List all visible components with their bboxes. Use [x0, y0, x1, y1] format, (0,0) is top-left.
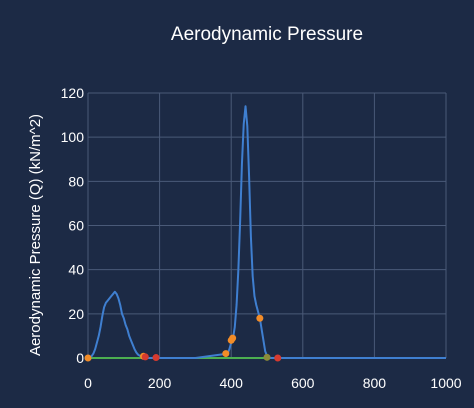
event-marker: [263, 353, 271, 361]
chart-title: Aerodynamic Pressure: [171, 24, 363, 45]
y-tick-label: 0: [76, 350, 84, 366]
y-axis-label: Aerodynamic Pressure (Q) (kN/m^2): [27, 114, 44, 356]
series-markers: [84, 314, 282, 362]
x-tick-label: 400: [220, 375, 244, 391]
y-tick-label: 100: [61, 129, 85, 145]
event-marker: [152, 354, 160, 362]
event-marker: [229, 334, 237, 342]
event-marker: [256, 314, 264, 322]
tick-labels: 0 20 40 60 80 100 120 0 200 400 600 800 1000: [61, 85, 462, 391]
x-tick-label: 0: [84, 375, 92, 391]
y-tick-label: 120: [61, 85, 85, 101]
x-tick-label: 600: [291, 375, 315, 391]
y-tick-label: 60: [68, 218, 84, 234]
x-tick-label: 1000: [430, 375, 461, 391]
y-tick-label: 80: [68, 173, 84, 189]
x-tick-label: 800: [363, 375, 387, 391]
y-tick-label: 40: [68, 262, 84, 278]
event-marker: [84, 354, 92, 362]
grid-lines: [87, 92, 447, 359]
pressure-series-line: [87, 105, 446, 359]
x-tick-label: 200: [148, 375, 172, 391]
event-marker: [141, 353, 149, 361]
series-lines: [87, 105, 446, 359]
event-marker: [222, 350, 230, 358]
y-tick-label: 20: [68, 306, 84, 322]
event-marker: [274, 354, 282, 362]
